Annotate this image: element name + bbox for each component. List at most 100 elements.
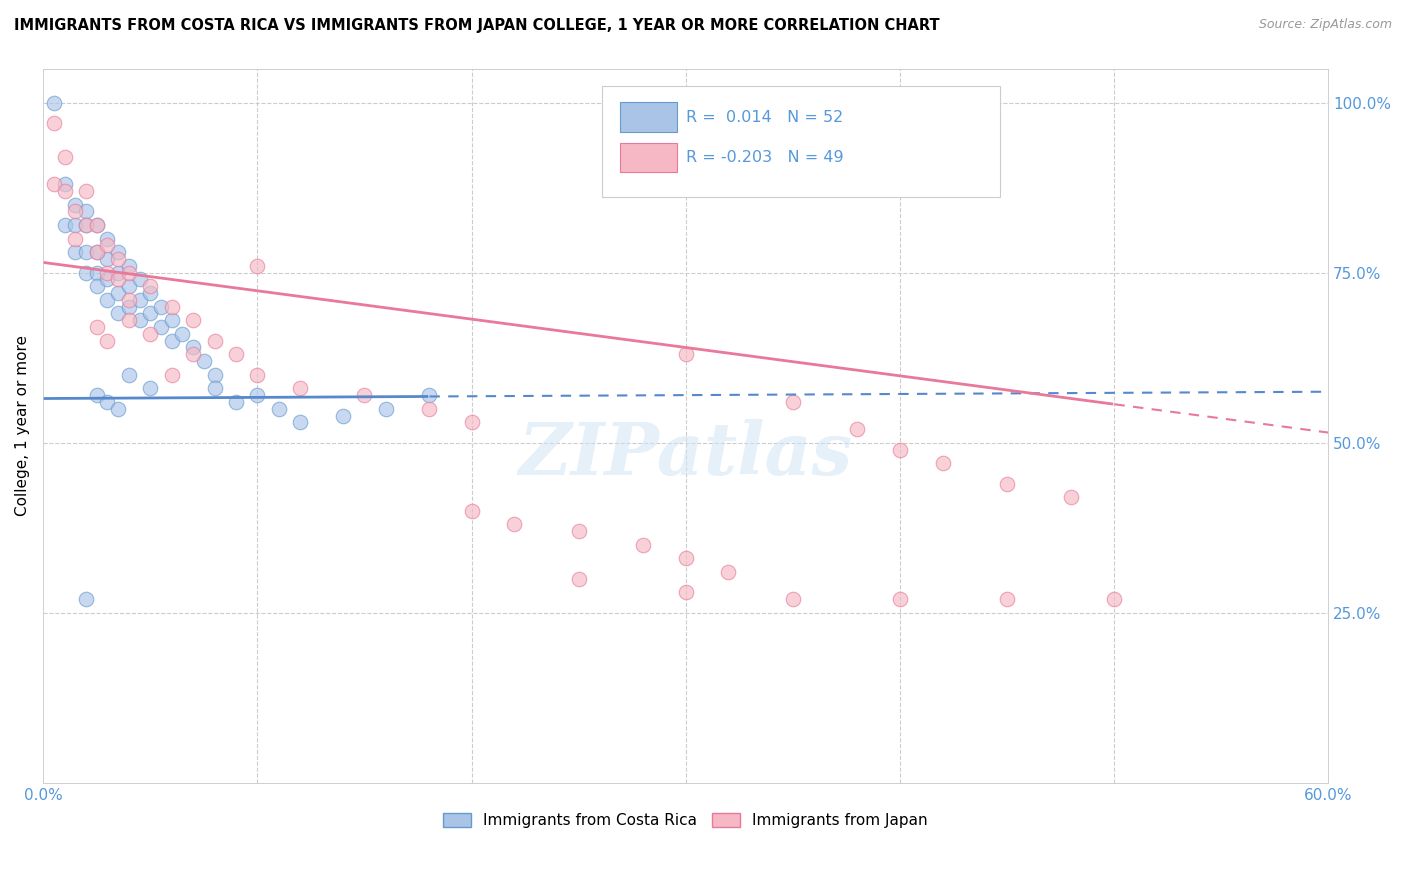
Point [75, 204, 97, 219]
Point [418, 401, 440, 416]
Point [503, 517, 526, 532]
Point [65, 245, 87, 260]
Point [128, 293, 150, 307]
Point [675, 551, 697, 566]
Point [118, 266, 141, 280]
Point [139, 381, 162, 395]
Point [86, 279, 108, 293]
Point [460, 415, 482, 429]
Point [107, 245, 129, 260]
Point [374, 401, 396, 416]
Point [225, 347, 247, 361]
Point [139, 326, 162, 341]
Point [631, 538, 654, 552]
Point [42, 177, 65, 191]
FancyBboxPatch shape [602, 87, 1001, 197]
Point [889, 592, 911, 607]
Point [181, 341, 204, 355]
Point [86, 320, 108, 334]
Point [460, 504, 482, 518]
Point [65, 218, 87, 232]
Point [1102, 592, 1125, 607]
Point [96, 293, 118, 307]
Point [42, 116, 65, 130]
Point [149, 300, 172, 314]
Point [846, 422, 869, 436]
Point [246, 368, 269, 382]
Point [172, 326, 194, 341]
Text: R = -0.203   N = 49: R = -0.203 N = 49 [686, 151, 844, 165]
Legend: Immigrants from Costa Rica, Immigrants from Japan: Immigrants from Costa Rica, Immigrants f… [437, 807, 934, 834]
Point [75, 592, 97, 607]
Y-axis label: College, 1 year or more: College, 1 year or more [15, 335, 30, 516]
Point [118, 313, 141, 327]
Point [96, 266, 118, 280]
Point [75, 266, 97, 280]
Point [96, 395, 118, 409]
Point [118, 300, 141, 314]
Point [139, 279, 162, 293]
Text: R =  0.014   N = 52: R = 0.014 N = 52 [686, 110, 844, 125]
Text: IMMIGRANTS FROM COSTA RICA VS IMMIGRANTS FROM JAPAN COLLEGE, 1 YEAR OR MORE CORR: IMMIGRANTS FROM COSTA RICA VS IMMIGRANTS… [14, 18, 939, 33]
Point [204, 381, 226, 395]
Point [995, 592, 1018, 607]
Point [782, 592, 804, 607]
Point [204, 368, 226, 382]
Point [246, 388, 269, 402]
Point [181, 313, 204, 327]
Point [53, 177, 76, 191]
Text: ZIPatlas: ZIPatlas [519, 419, 852, 490]
Point [160, 368, 183, 382]
Point [53, 218, 76, 232]
Point [782, 395, 804, 409]
Point [53, 184, 76, 198]
Point [107, 286, 129, 301]
Point [53, 150, 76, 164]
Point [86, 388, 108, 402]
Point [42, 95, 65, 110]
Point [75, 184, 97, 198]
Point [290, 415, 312, 429]
Point [225, 395, 247, 409]
Point [418, 388, 440, 402]
Point [149, 320, 172, 334]
Point [353, 388, 375, 402]
FancyBboxPatch shape [620, 103, 676, 132]
Point [75, 218, 97, 232]
Point [181, 347, 204, 361]
Point [65, 204, 87, 219]
Point [128, 313, 150, 327]
Point [118, 279, 141, 293]
Point [118, 259, 141, 273]
Point [65, 232, 87, 246]
Point [1060, 490, 1083, 504]
Point [889, 442, 911, 457]
Point [160, 300, 183, 314]
Point [717, 565, 740, 579]
Point [65, 197, 87, 211]
Point [290, 381, 312, 395]
Point [107, 306, 129, 320]
Point [86, 218, 108, 232]
Point [75, 245, 97, 260]
Point [267, 401, 290, 416]
Point [96, 252, 118, 266]
Point [160, 334, 183, 348]
Point [86, 245, 108, 260]
Point [96, 238, 118, 252]
Point [107, 266, 129, 280]
FancyBboxPatch shape [620, 144, 676, 172]
Point [86, 245, 108, 260]
Point [86, 218, 108, 232]
Point [995, 476, 1018, 491]
Point [107, 401, 129, 416]
Point [931, 456, 953, 470]
Point [568, 572, 591, 586]
Point [568, 524, 591, 539]
Point [96, 334, 118, 348]
Point [107, 252, 129, 266]
Point [107, 272, 129, 286]
Point [75, 218, 97, 232]
Point [675, 585, 697, 599]
Point [86, 266, 108, 280]
